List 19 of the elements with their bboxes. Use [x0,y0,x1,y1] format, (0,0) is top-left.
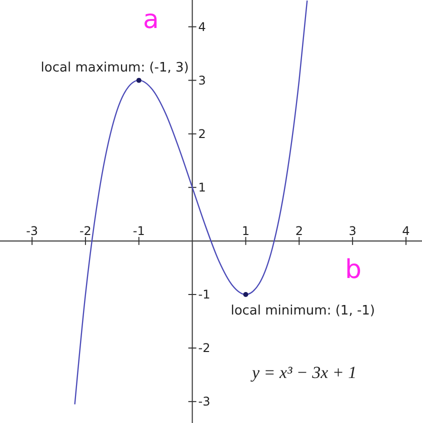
y-tick-label: 3 [198,73,206,88]
x-tick-label: 4 [402,224,410,238]
annotation: local minimum: (1, -1) [230,303,376,318]
y-tick-label: -1 [198,287,210,302]
x-tick-label: -1 [132,224,145,238]
y-tick-label: -2 [198,341,210,356]
x-tick-label: -2 [79,224,92,238]
y-tick-label: 4 [198,20,206,34]
annotation: y = x³ − 3x + 1 [250,363,357,382]
annotation: a [143,5,159,35]
x-tick-label: 2 [295,224,303,238]
x-tick-label: 3 [348,224,356,238]
annotation: b [345,255,362,285]
annotation: local maximum: (-1, 3) [40,60,189,76]
x-tick-label: -3 [26,224,38,238]
y-tick-label: -3 [198,394,210,409]
x-tick-label: 1 [242,224,250,238]
y-tick-label: 1 [198,180,206,194]
y-tick-label: 2 [198,126,206,141]
